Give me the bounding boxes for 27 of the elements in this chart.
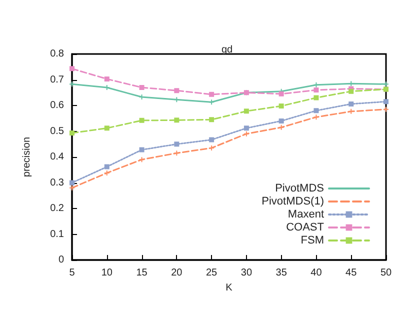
y-tick-label: 0.6 xyxy=(50,100,64,111)
x-tick-label: 10 xyxy=(101,268,113,278)
legend-label: COAST xyxy=(286,222,324,234)
y-tick-label: 0.4 xyxy=(50,152,64,162)
legend-label: FSM xyxy=(300,234,324,246)
y-tick-label: 0.1 xyxy=(50,228,64,240)
x-tick-label: 40 xyxy=(310,268,322,278)
x-tick-label: 20 xyxy=(171,268,183,278)
x-tick-label: 15 xyxy=(136,268,148,278)
legend-label: Maxent xyxy=(288,208,324,220)
legend-label: PivotMDS(1) xyxy=(262,196,324,208)
y-tick-label: 0.8 xyxy=(50,48,64,60)
x-tick-label: 25 xyxy=(206,268,218,278)
x-tick-label: 5 xyxy=(69,268,76,278)
x-tick-label: 30 xyxy=(240,268,252,278)
y-tick-label: 0.3 xyxy=(50,177,64,188)
y-tick-label: 0.7 xyxy=(50,74,64,86)
y-tick-label: 0.2 xyxy=(50,203,64,214)
x-axis-title: K xyxy=(226,282,233,294)
y-tick-label: 0 xyxy=(58,254,64,266)
x-tick-label: 45 xyxy=(346,268,358,278)
x-tick-label: 50 xyxy=(380,268,392,278)
y-tick-label: 0.5 xyxy=(50,126,64,137)
y-axis-title: precision xyxy=(22,136,32,178)
x-tick-label: 35 xyxy=(276,268,288,278)
chart-title: gd xyxy=(221,44,233,56)
legend-label: PivotMDS xyxy=(275,182,324,194)
